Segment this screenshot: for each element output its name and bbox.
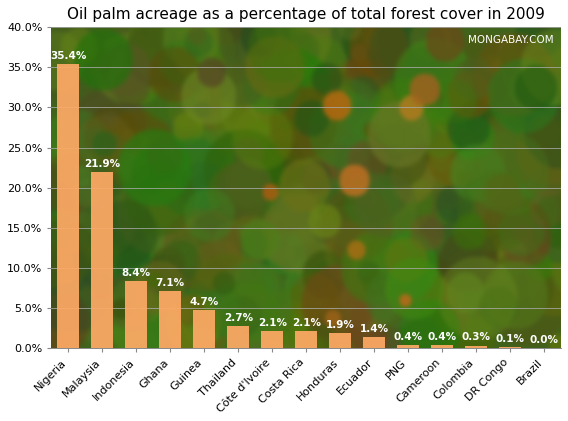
Text: 35.4%: 35.4% xyxy=(50,51,86,61)
Text: 2.1%: 2.1% xyxy=(292,318,321,328)
Text: 21.9%: 21.9% xyxy=(84,159,120,169)
Bar xyxy=(227,326,249,348)
Text: 2.1%: 2.1% xyxy=(258,318,287,328)
Text: 0.1%: 0.1% xyxy=(496,334,525,344)
Bar xyxy=(499,347,521,348)
Bar xyxy=(465,346,487,348)
Bar xyxy=(329,333,351,348)
Bar xyxy=(261,331,283,348)
Title: Oil palm acreage as a percentage of total forest cover in 2009: Oil palm acreage as a percentage of tota… xyxy=(67,7,545,22)
Text: 0.4%: 0.4% xyxy=(428,332,457,342)
Bar xyxy=(295,331,318,348)
Text: 1.4%: 1.4% xyxy=(360,324,389,334)
Text: 2.7%: 2.7% xyxy=(224,313,253,323)
Text: 8.4%: 8.4% xyxy=(122,267,151,277)
Text: 0.0%: 0.0% xyxy=(529,335,558,345)
Bar xyxy=(57,64,80,348)
Bar xyxy=(126,281,147,348)
Bar xyxy=(397,345,419,348)
Text: 4.7%: 4.7% xyxy=(190,297,219,307)
Bar xyxy=(159,291,181,348)
Text: 1.9%: 1.9% xyxy=(325,320,354,330)
Bar xyxy=(363,337,385,348)
Bar xyxy=(91,173,114,348)
Text: 0.3%: 0.3% xyxy=(462,333,491,343)
Text: 7.1%: 7.1% xyxy=(156,278,185,288)
Text: 0.4%: 0.4% xyxy=(394,332,423,342)
Bar xyxy=(431,345,453,348)
Bar xyxy=(193,310,215,348)
Text: MONGABAY.COM: MONGABAY.COM xyxy=(468,35,553,45)
